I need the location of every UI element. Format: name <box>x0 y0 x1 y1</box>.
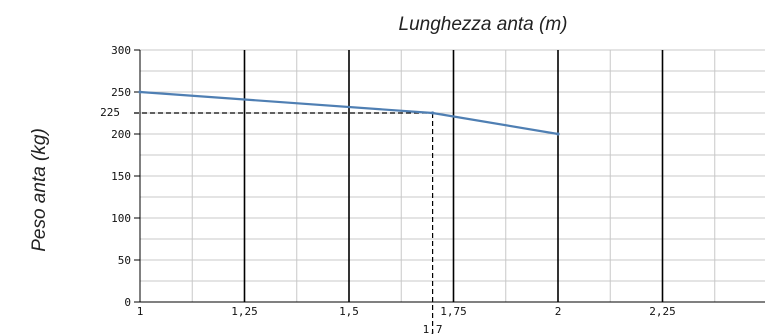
x-tick-label: 1,5 <box>339 305 359 318</box>
tick-labels: 0 50 100 150 200 250 300 1 1,25 1,5 1,75 2 2,25 225 1,… <box>100 44 676 334</box>
x-tick-label: 1 <box>137 305 144 318</box>
reference-lines <box>134 112 434 334</box>
y-tick-label: 100 <box>111 212 131 225</box>
y-tick-label: 250 <box>111 86 131 99</box>
y-tick-label: 0 <box>124 296 131 309</box>
y-tick-label: 150 <box>111 170 131 183</box>
y-axis-title: Peso anta (kg) <box>29 128 50 252</box>
data-point <box>138 90 142 94</box>
annotation-y-label: 225 <box>100 106 120 119</box>
x-tick-label: 1,25 <box>231 305 258 318</box>
y-tick-label: 50 <box>118 254 131 267</box>
grid <box>134 49 765 303</box>
annotation-x-label: 1,7 <box>423 323 443 334</box>
x-axis-title: Lunghezza anta (m) <box>399 14 568 35</box>
data-point <box>431 111 435 115</box>
y-tick-label: 300 <box>111 44 131 57</box>
y-tick-label: 200 <box>111 128 131 141</box>
series-layer <box>138 90 560 136</box>
x-tick-label: 2,25 <box>649 305 676 318</box>
x-tick-label: 1,75 <box>440 305 467 318</box>
x-tick-label: 2 <box>555 305 562 318</box>
data-point <box>556 132 560 136</box>
